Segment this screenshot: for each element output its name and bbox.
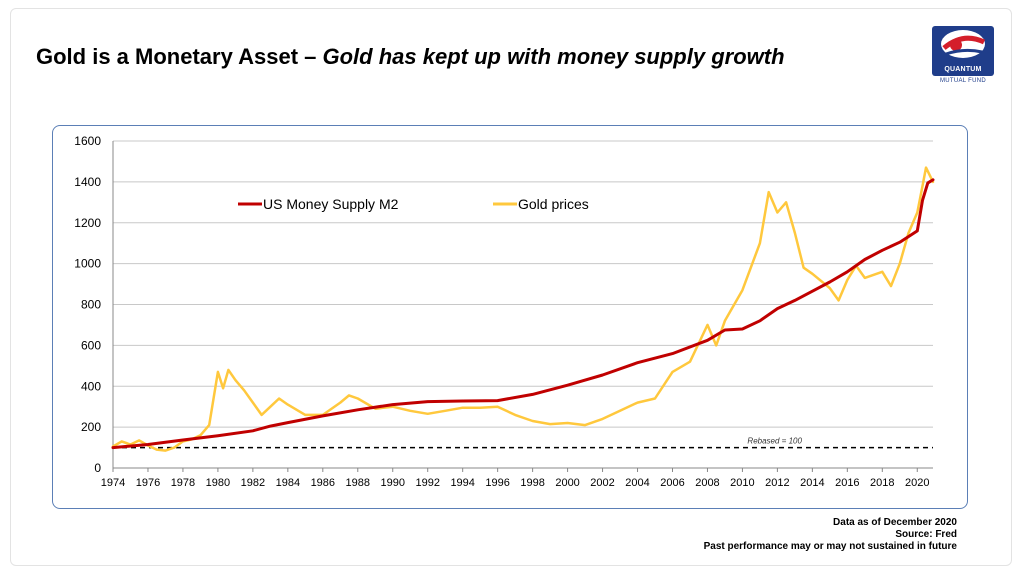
x-tick-label: 1984 (276, 477, 300, 489)
y-tick-label: 400 (81, 379, 101, 393)
title-italic: Gold has kept up with money supply growt… (322, 44, 785, 69)
x-tick-label: 1988 (346, 477, 370, 489)
x-tick-label: 1994 (450, 477, 474, 489)
logo-subtitle: MUTUAL FUND (939, 78, 987, 84)
x-tick-label: 2010 (730, 477, 754, 489)
series-line-gold-prices (111, 166, 935, 452)
legend-label-money-supply-m2: US Money Supply M2 (263, 196, 399, 212)
x-tick-label: 2014 (800, 477, 824, 489)
x-tick-label: 2020 (905, 477, 929, 489)
x-tick-label: 2000 (555, 477, 579, 489)
x-tick-label: 1998 (520, 477, 544, 489)
y-tick-label: 0 (94, 461, 101, 475)
y-tick-label: 800 (81, 298, 101, 312)
slide-title: Gold is a Monetary Asset – Gold has kept… (36, 44, 785, 70)
annotation-rebased: Rebased = 100 (747, 437, 802, 446)
x-tick-label: 2006 (660, 477, 684, 489)
x-tick-label: 2016 (835, 477, 859, 489)
logo-emblem (932, 26, 994, 76)
y-tick-label: 1600 (74, 134, 101, 148)
x-tick-label: 1986 (311, 477, 335, 489)
footnote-disclaimer: Past performance may or may not sustaine… (703, 541, 957, 552)
chart-container: 0 200 400 600 800 1000 1200 1400 1600 1974 1976 197… (52, 125, 968, 509)
y-tick-label: 1200 (74, 216, 101, 230)
logo-name: QUANTUM (944, 66, 982, 73)
x-tick-label: 1976 (136, 477, 160, 489)
logo-swoosh-icon (941, 30, 986, 58)
x-tick-label: 1974 (101, 477, 125, 489)
x-tick-label: 2012 (765, 477, 789, 489)
x-tick-label: 1982 (241, 477, 265, 489)
y-tick-label: 1000 (74, 257, 101, 271)
x-tick-label: 2008 (695, 477, 719, 489)
y-tick-label: 600 (81, 338, 101, 352)
slide-frame (10, 8, 1012, 566)
x-tick-label: 2002 (590, 477, 614, 489)
footnote-date: Data as of December 2020 (833, 517, 957, 528)
x-tick-label: 1978 (171, 477, 195, 489)
line-chart: 0 200 400 600 800 1000 1200 1400 1600 1974 1976 197… (74, 134, 935, 489)
title-main: Gold is a Monetary Asset – (36, 44, 323, 69)
x-tick-label: 2004 (625, 477, 649, 489)
legend-label-gold-prices: Gold prices (518, 196, 589, 212)
footnote-block: Data as of December 2020 Source: Fred Pa… (704, 517, 957, 553)
y-tick-label: 1400 (74, 175, 101, 189)
x-tick-label: 1990 (381, 477, 405, 489)
x-tick-label: 2018 (870, 477, 894, 489)
footnote-source: Source: Fred (895, 529, 957, 540)
series-line-money-supply-m2 (111, 178, 935, 450)
x-tick-label: 1992 (415, 477, 439, 489)
quantum-logo: QUANTUM MUTUAL FUND (932, 26, 994, 90)
y-tick-label: 200 (81, 420, 101, 434)
x-tick-label: 1980 (206, 477, 230, 489)
x-tick-label: 1996 (485, 477, 509, 489)
